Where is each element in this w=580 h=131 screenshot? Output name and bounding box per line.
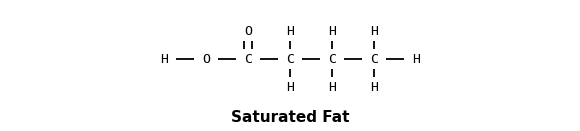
Text: H: H bbox=[286, 24, 294, 37]
Text: O: O bbox=[244, 24, 252, 37]
Text: H: H bbox=[328, 24, 336, 37]
Text: H: H bbox=[412, 53, 420, 66]
Text: H: H bbox=[328, 81, 336, 94]
Text: C: C bbox=[286, 53, 294, 66]
Text: C: C bbox=[244, 53, 252, 66]
Text: H: H bbox=[160, 53, 168, 66]
Text: H: H bbox=[286, 81, 294, 94]
Text: C: C bbox=[370, 53, 378, 66]
Text: O: O bbox=[202, 53, 210, 66]
Text: H: H bbox=[370, 24, 378, 37]
Text: H: H bbox=[370, 81, 378, 94]
Text: C: C bbox=[328, 53, 336, 66]
Text: Saturated Fat: Saturated Fat bbox=[231, 111, 349, 125]
